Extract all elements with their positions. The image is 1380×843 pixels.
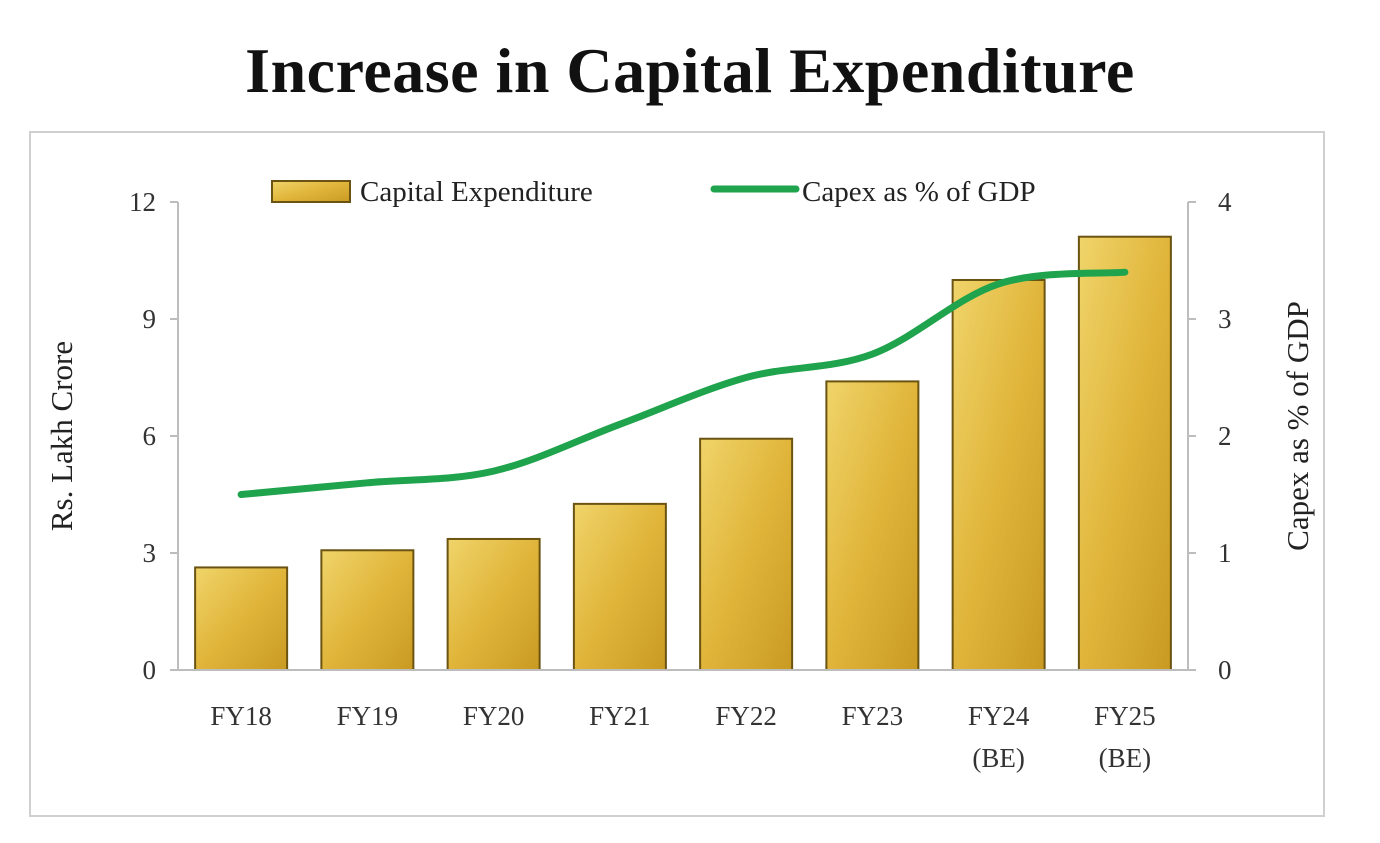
x-tick-label: FY22 bbox=[715, 701, 777, 731]
right-tick-label: 0 bbox=[1218, 655, 1232, 685]
chart-title: Increase in Capital Expenditure bbox=[245, 35, 1135, 106]
x-tick-label: FY24 bbox=[968, 701, 1030, 731]
bar bbox=[446, 537, 541, 672]
series-line-capex-gdp bbox=[237, 268, 1129, 498]
legend-swatch-capital-expenditure bbox=[271, 180, 351, 203]
bar bbox=[572, 502, 667, 671]
right-tick-label: 4 bbox=[1218, 187, 1232, 217]
right-tick-label: 2 bbox=[1218, 421, 1232, 451]
x-tick-label: FY19 bbox=[337, 701, 399, 731]
bar bbox=[194, 566, 289, 671]
legend-label-capital-expenditure: Capital Expenditure bbox=[360, 176, 593, 208]
x-tick-label: FY23 bbox=[842, 701, 904, 731]
y-axis-label: Rs. Lakh Crore bbox=[44, 341, 79, 531]
x-tick-label: FY25 bbox=[1094, 701, 1156, 731]
bar bbox=[951, 279, 1046, 671]
bar bbox=[699, 437, 794, 672]
right-tick-label: 1 bbox=[1218, 538, 1232, 568]
y2-axis-label: Capex as % of GDP bbox=[1280, 301, 1315, 551]
chart-frame bbox=[29, 131, 1325, 817]
bar bbox=[320, 549, 415, 672]
left-tick-label: 0 bbox=[143, 655, 157, 685]
x-tick-label: FY20 bbox=[463, 701, 525, 731]
right-tick-label: 3 bbox=[1218, 304, 1232, 334]
left-tick-label: 6 bbox=[143, 421, 157, 451]
x-tick-label: (BE) bbox=[1099, 743, 1151, 773]
x-tick-label: FY21 bbox=[589, 701, 651, 731]
bar bbox=[825, 380, 920, 671]
left-tick-label: 3 bbox=[143, 538, 157, 568]
legend-label-capex-gdp: Capex as % of GDP bbox=[802, 176, 1036, 208]
bar bbox=[1077, 235, 1172, 672]
x-tick-label: FY18 bbox=[210, 701, 272, 731]
x-tick-label: (BE) bbox=[972, 743, 1024, 773]
left-tick-label: 12 bbox=[129, 187, 156, 217]
left-tick-label: 9 bbox=[143, 304, 157, 334]
